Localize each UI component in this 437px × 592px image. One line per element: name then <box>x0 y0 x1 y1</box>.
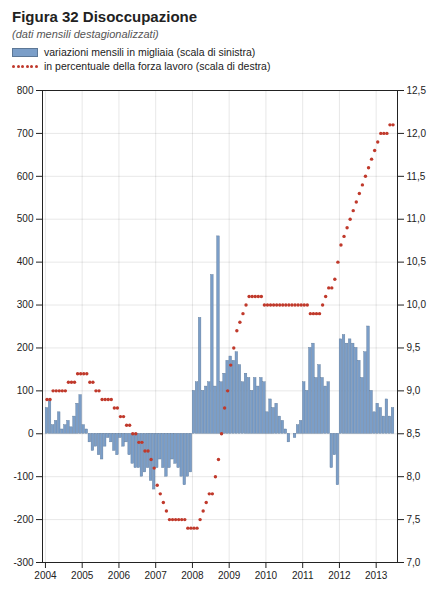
svg-text:10,0: 10,0 <box>407 299 427 310</box>
svg-text:600: 600 <box>17 171 34 182</box>
svg-text:2013: 2013 <box>365 570 388 581</box>
svg-text:200: 200 <box>17 342 34 353</box>
svg-text:12,5: 12,5 <box>407 85 427 96</box>
svg-text:9,0: 9,0 <box>407 385 421 396</box>
svg-text:2010: 2010 <box>255 570 278 581</box>
svg-text:-200: -200 <box>13 514 33 525</box>
svg-text:-100: -100 <box>13 471 33 482</box>
svg-text:800: 800 <box>17 85 34 96</box>
svg-text:2009: 2009 <box>218 570 241 581</box>
svg-text:2007: 2007 <box>145 570 168 581</box>
svg-text:12,0: 12,0 <box>407 128 427 139</box>
svg-text:300: 300 <box>17 299 34 310</box>
svg-text:500: 500 <box>17 213 34 224</box>
html-text:Figura 32 Disoccupazione: Figura 32 Disoccupazione <box>12 8 197 25</box>
svg-text:11,5: 11,5 <box>407 171 426 182</box>
svg-text:8,0: 8,0 <box>407 471 421 482</box>
svg-text:100: 100 <box>17 385 34 396</box>
svg-text:0: 0 <box>28 428 34 439</box>
svg-text:7,5: 7,5 <box>407 514 421 525</box>
html-text:in percentuale della forza lav: in percentuale della forza lavoro (scala… <box>44 60 271 72</box>
html-text:variazioni mensili in migliaia: variazioni mensili in migliaia (scala di… <box>44 46 256 58</box>
svg-text:2011: 2011 <box>292 570 314 581</box>
html-text:(dati mensili destagionalizzat: (dati mensili destagionalizzati) <box>12 28 159 40</box>
svg-text:8,5: 8,5 <box>407 428 421 439</box>
svg-text:2006: 2006 <box>108 570 131 581</box>
svg-text:2005: 2005 <box>71 570 94 581</box>
svg-text:-300: -300 <box>13 557 33 568</box>
svg-text:400: 400 <box>17 256 34 267</box>
svg-text:11,0: 11,0 <box>407 213 426 224</box>
svg-text:9,5: 9,5 <box>407 342 421 353</box>
svg-text:2008: 2008 <box>181 570 204 581</box>
svg-text:700: 700 <box>17 128 34 139</box>
svg-text:2012: 2012 <box>328 570 351 581</box>
svg-text:7,0: 7,0 <box>407 557 421 568</box>
svg-text:2004: 2004 <box>34 570 57 581</box>
svg-text:10,5: 10,5 <box>407 256 427 267</box>
